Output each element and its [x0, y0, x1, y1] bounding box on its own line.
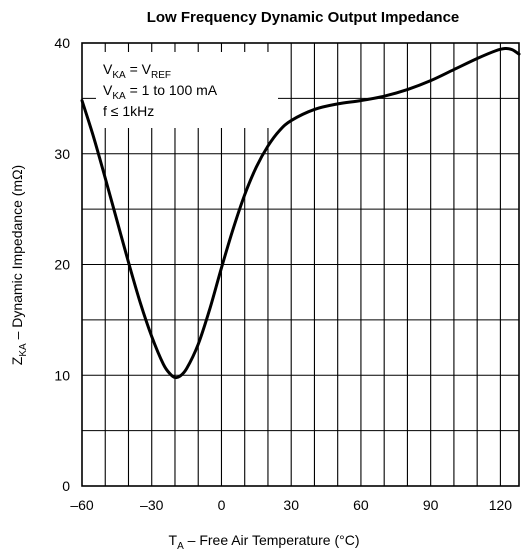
- plot-frame: [81, 42, 520, 487]
- y-tick-labels: 0 10 20 30 40: [54, 35, 70, 494]
- impedance-curve: [80, 46, 521, 380]
- x-tick-label: –60: [70, 497, 94, 513]
- x-tick-label: 120: [489, 497, 513, 513]
- x-tick-label: 60: [353, 497, 369, 513]
- annotation-background: [96, 52, 278, 128]
- x-tick-labels: –60 –30 0 30 60 90 120: [70, 497, 512, 513]
- annotation-line: VKA = 1 to 100 mA: [103, 82, 218, 102]
- x-tick-label: 90: [423, 497, 439, 513]
- annotation-line: f ≤ 1kHz: [103, 103, 154, 119]
- y-tick-label: 30: [54, 146, 70, 162]
- annotation-line: VKA = VREF: [103, 61, 171, 81]
- x-axis-label: TA – Free Air Temperature (°C): [169, 532, 360, 552]
- y-tick-label: 10: [54, 367, 70, 383]
- chart-title: Low Frequency Dynamic Output Impedance: [147, 9, 460, 26]
- x-tick-label: –30: [140, 497, 164, 513]
- y-tick-label: 0: [62, 478, 70, 494]
- y-axis-label: ZKA – Dynamic Impedance (mΩ): [9, 165, 29, 365]
- y-tick-label: 20: [54, 257, 70, 273]
- x-tick-label: 0: [218, 497, 226, 513]
- x-tick-label: 30: [283, 497, 299, 513]
- y-tick-label: 40: [54, 35, 70, 51]
